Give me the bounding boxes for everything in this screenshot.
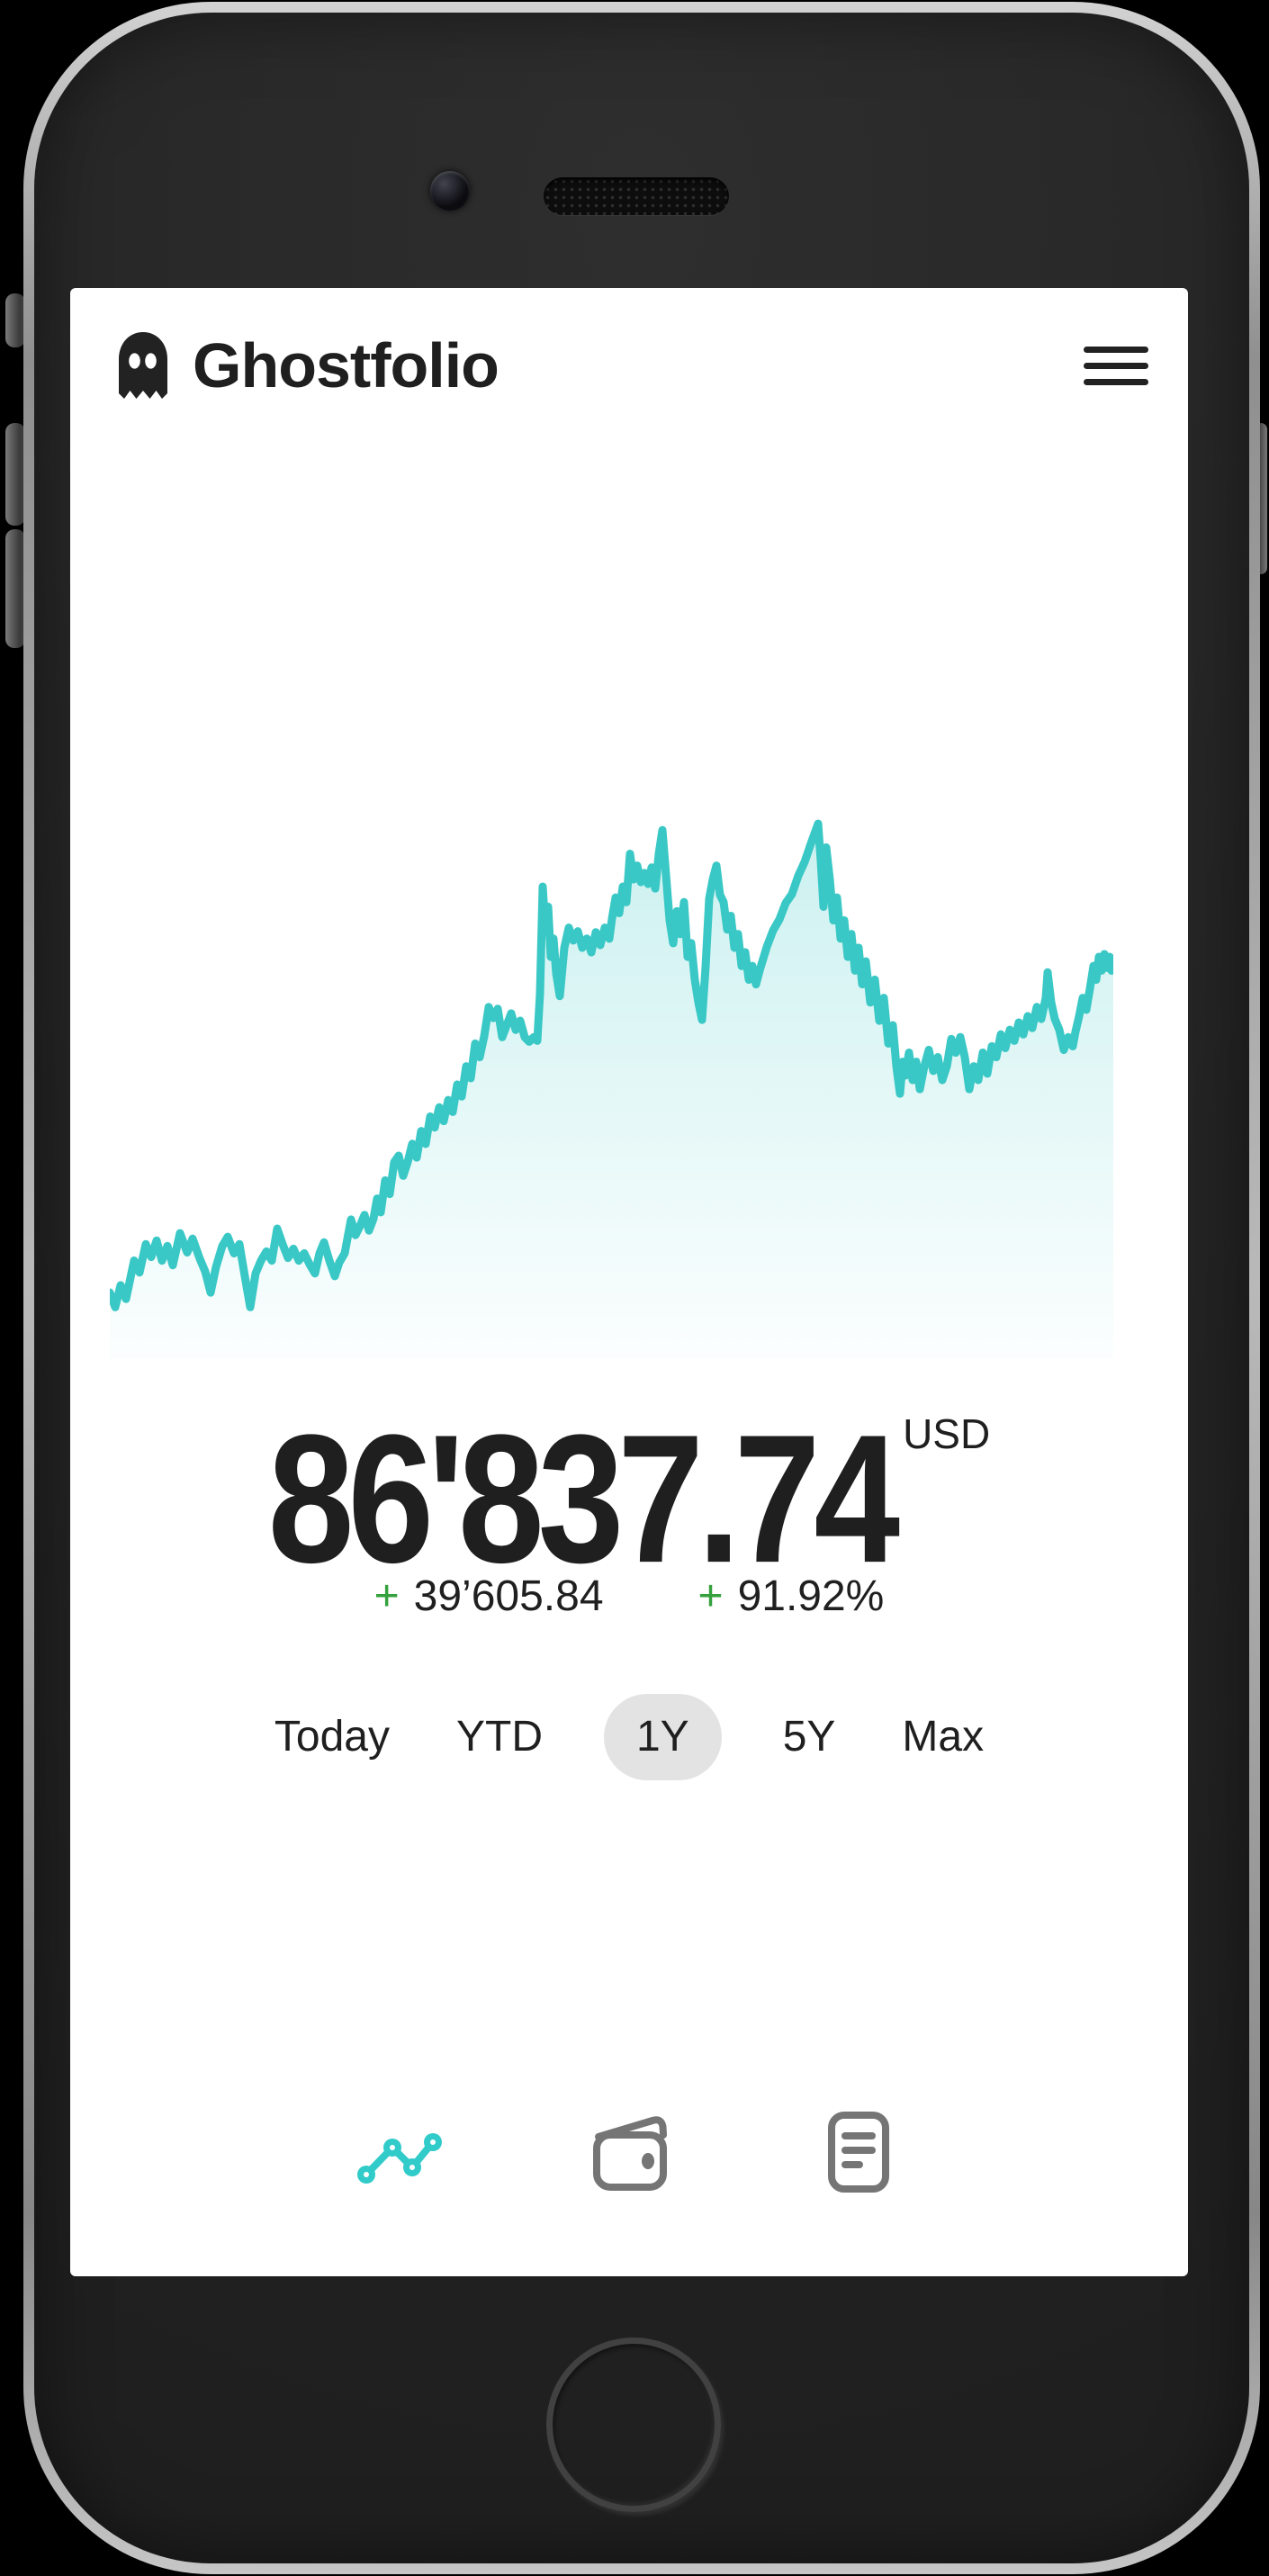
period-button-ytd[interactable]: YTD bbox=[451, 1694, 548, 1780]
hamburger-bar bbox=[1084, 346, 1148, 353]
currency-label: USD bbox=[903, 1410, 991, 1457]
earpiece-speaker bbox=[544, 177, 729, 215]
app-screen: Ghostfolio 86'837.74 USD bbox=[70, 288, 1188, 2276]
plus-sign: + bbox=[698, 1572, 724, 1620]
portfolio-total-value: 86'837.74 bbox=[267, 1397, 900, 1601]
transactions-list-icon bbox=[828, 2112, 889, 2193]
hamburger-bar bbox=[1084, 378, 1148, 385]
wallet-icon bbox=[593, 2116, 667, 2191]
period-selector: Today YTD 1Y 5Y Max bbox=[70, 1694, 1188, 1780]
performance-chart-svg bbox=[110, 819, 1113, 1359]
period-button-1y[interactable]: 1Y bbox=[603, 1694, 722, 1780]
front-camera bbox=[430, 171, 470, 211]
accounts-tab[interactable] bbox=[584, 2108, 674, 2196]
change-percent-value: 91.92% bbox=[737, 1572, 885, 1620]
home-button bbox=[546, 2337, 721, 2512]
hamburger-menu-icon[interactable] bbox=[1084, 339, 1148, 392]
change-absolute: + 39’605.84 bbox=[374, 1572, 604, 1621]
activities-tab[interactable] bbox=[814, 2108, 904, 2196]
change-percent: + 91.92% bbox=[698, 1572, 885, 1621]
app-title: Ghostfolio bbox=[193, 330, 500, 401]
line-chart-icon bbox=[357, 2133, 442, 2184]
bottom-navigation bbox=[70, 2108, 1188, 2196]
period-button-5y[interactable]: 5Y bbox=[778, 1694, 842, 1780]
period-button-today[interactable]: Today bbox=[269, 1694, 395, 1780]
app-header: Ghostfolio bbox=[117, 311, 1148, 419]
chart-line bbox=[110, 819, 1113, 1311]
volume-down-button bbox=[5, 529, 25, 648]
mute-switch bbox=[5, 293, 25, 347]
performance-tab[interactable] bbox=[355, 2108, 445, 2196]
performance-change-row: + 39’605.84 + 91.92% bbox=[70, 1572, 1188, 1621]
volume-up-button bbox=[5, 423, 25, 526]
ghost-logo-icon bbox=[119, 332, 167, 399]
period-button-max[interactable]: Max bbox=[896, 1694, 989, 1780]
portfolio-value-row: 86'837.74 USD bbox=[70, 1408, 1188, 1590]
hamburger-bar bbox=[1084, 362, 1148, 369]
performance-chart bbox=[110, 812, 1113, 1359]
change-absolute-value: 39’605.84 bbox=[413, 1572, 604, 1620]
plus-sign: + bbox=[374, 1572, 400, 1620]
